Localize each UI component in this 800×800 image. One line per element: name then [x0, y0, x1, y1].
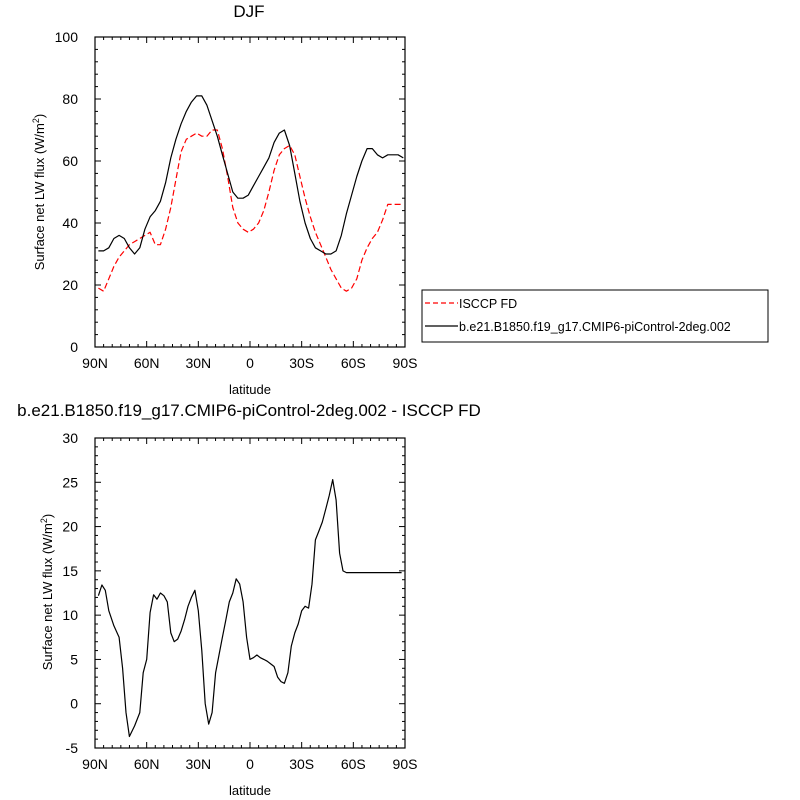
top-panel: DJF 90N 60N 30N 0 30S 60S 90S 0 20 40 60 80 100 lati…: [31, 2, 417, 397]
top-chart-title: DJF: [233, 2, 264, 21]
x-tick-label: 60N: [134, 756, 160, 772]
legend-box: [421, 289, 769, 343]
legend-label-isccp: ISCCP FD: [459, 297, 517, 311]
y-tick-label: 15: [62, 563, 78, 579]
legend-label-model: b.e21.B1850.f19_g17.CMIP6-piControl-2deg…: [459, 320, 731, 334]
y-tick-label: 80: [62, 91, 78, 107]
y-tick-label: 10: [62, 607, 78, 623]
bottom-x-axis-label: latitude: [229, 783, 271, 798]
bottom-y-axis-label: Surface net LW flux (W/m2): [39, 514, 55, 671]
x-tick-label: 30N: [185, 756, 211, 772]
x-tick-label: 90N: [82, 355, 108, 371]
bottom-plot-frame: [94, 437, 406, 749]
x-tick-label: 90S: [393, 355, 418, 371]
y-tick-label: 20: [62, 277, 78, 293]
x-tick-label: 90N: [82, 756, 108, 772]
y-tick-label: 40: [62, 215, 78, 231]
x-tick-label: 30S: [289, 355, 314, 371]
y-tick-label: 100: [55, 29, 79, 45]
y-tick-label: 5: [70, 651, 78, 667]
y-tick-label: 20: [62, 519, 78, 535]
bottom-chart-title: b.e21.B1850.f19_g17.CMIP6-piControl-2deg…: [17, 401, 481, 420]
y-tick-label: 25: [62, 474, 78, 490]
series-line-p1-0: [98, 129, 404, 292]
x-tick-label: 0: [246, 756, 254, 772]
top-x-axis-label: latitude: [229, 382, 271, 397]
y-tick-label: 30: [62, 430, 78, 446]
x-tick-label: 60N: [134, 355, 160, 371]
x-tick-label: 60S: [341, 355, 366, 371]
series-line-p2-0: [97, 479, 402, 738]
x-tick-label: 60S: [341, 756, 366, 772]
y-tick-label: 0: [70, 339, 78, 355]
y-tick-label: 0: [70, 696, 78, 712]
series-line-p1-1: [98, 95, 404, 255]
y-tick-label: 60: [62, 153, 78, 169]
x-tick-label: 0: [246, 355, 254, 371]
x-tick-label: 90S: [393, 756, 418, 772]
top-y-axis-label: Surface net LW flux (W/m2): [31, 114, 47, 271]
bottom-panel: b.e21.B1850.f19_g17.CMIP6-piControl-2deg…: [17, 401, 481, 798]
legend: ISCCP FD b.e21.B1850.f19_g17.CMIP6-piCon…: [421, 289, 769, 343]
x-tick-label: 30N: [185, 355, 211, 371]
x-tick-label: 30S: [289, 756, 314, 772]
y-tick-label: -5: [66, 740, 79, 756]
